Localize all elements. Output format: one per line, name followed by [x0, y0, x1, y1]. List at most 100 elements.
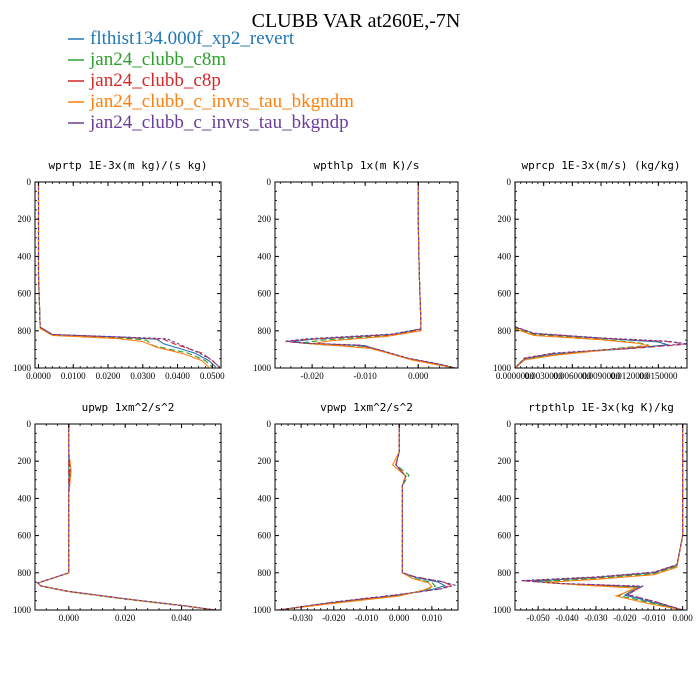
series-line	[285, 182, 456, 368]
plot-frame	[274, 423, 459, 611]
series-group	[515, 182, 687, 368]
x-tick-label: 0.0100	[61, 371, 86, 381]
y-tick-label: 400	[18, 251, 32, 261]
y-tick-label: 800	[18, 326, 32, 336]
panel-title: wpthlp 1x(m K)/s	[314, 159, 420, 172]
chart-panel: upwp 1xm^2/s^2 0 200 400 600 800 1000 0.000 0.02…	[13, 401, 222, 623]
series-line	[285, 182, 456, 368]
panel-title: rtpthlp 1E-3x(kg K)/kg	[528, 401, 674, 414]
y-tick-label: 200	[18, 214, 32, 224]
y-tick-label: 600	[498, 531, 512, 541]
y-tick-label: 400	[498, 251, 512, 261]
series-line	[278, 424, 457, 610]
series-line	[515, 182, 649, 368]
y-tick-label: 1000	[493, 605, 512, 615]
x-tick-label: 0.0000	[26, 371, 51, 381]
series-line	[36, 424, 216, 610]
x-tick-label: -0.040	[555, 613, 579, 623]
x-tick-label: -0.030	[290, 613, 314, 623]
plot-frame	[34, 423, 222, 611]
x-tick-label: 0.0060000	[553, 371, 592, 381]
series-line	[301, 182, 456, 368]
series-line	[515, 182, 687, 368]
chart-panel: vpwp 1xm^2/s^2 0 200 400 600 800 1000 -0.030 -0.…	[253, 401, 459, 623]
x-tick-label: 0.0150000	[639, 371, 678, 381]
y-tick-label: 0	[27, 177, 32, 187]
legend-label: jan24_clubb_c_invrs_tau_bkgndm	[89, 91, 354, 112]
x-tick-label: 0.0090000	[582, 371, 621, 381]
x-tick-label: -0.020	[613, 613, 637, 623]
y-tick-label: 600	[258, 289, 272, 299]
y-tick-label: 600	[498, 289, 512, 299]
x-tick-label: -0.050	[527, 613, 551, 623]
x-tick-label: 0.000	[673, 613, 694, 623]
x-tick-label: 0.0120000	[611, 371, 650, 381]
panel-title: wprcp 1E-3x(m/s) (kg/kg)	[522, 159, 681, 172]
series-line	[278, 424, 437, 610]
x-tick-label: -0.010	[355, 613, 379, 623]
series-group	[37, 182, 220, 368]
y-tick-label: 800	[498, 326, 512, 336]
series-line	[36, 424, 216, 610]
y-tick-label: 200	[498, 456, 512, 466]
legend-label: jan24_clubb_c8p	[89, 70, 221, 91]
panel-title: vpwp 1xm^2/s^2	[320, 401, 413, 414]
x-tick-label: 0.0500	[200, 371, 225, 381]
chart-panel: wprcp 1E-3x(m/s) (kg/kg) 0 200 400 600 800 100…	[493, 159, 688, 381]
series-line	[538, 424, 684, 610]
x-tick-label: 0.0300	[130, 371, 155, 381]
y-tick-label: 800	[258, 568, 272, 578]
y-tick-label: 400	[498, 493, 512, 503]
y-tick-label: 600	[18, 289, 32, 299]
y-tick-label: 600	[18, 531, 32, 541]
y-tick-label: 800	[18, 568, 32, 578]
series-line	[520, 424, 684, 610]
series-line	[278, 424, 447, 610]
series-group	[36, 424, 216, 610]
series-line	[37, 182, 210, 368]
panels: wprtp 1E-3x(m kg)/(s kg) 0 200 400 600 800 100…	[13, 159, 693, 623]
y-tick-label: 0	[267, 177, 272, 187]
series-line	[36, 424, 216, 610]
y-tick-label: 1000	[253, 605, 272, 615]
x-tick-label: 0.0200	[96, 371, 121, 381]
y-tick-label: 1000	[493, 363, 512, 373]
panel-title: upwp 1xm^2/s^2	[82, 401, 175, 414]
series-line	[278, 424, 433, 610]
x-tick-label: 0.000	[59, 613, 80, 623]
legend-label: jan24_clubb_c8m	[89, 49, 226, 70]
y-tick-label: 200	[498, 214, 512, 224]
legend-label: flthist134.000f_xp2_revert	[90, 28, 295, 49]
x-tick-label: 0.040	[171, 613, 192, 623]
y-tick-label: 200	[258, 456, 272, 466]
chart-panel: wprtp 1E-3x(m kg)/(s kg) 0 200 400 600 800 100…	[13, 159, 225, 381]
x-tick-label: 0.000	[408, 371, 429, 381]
series-group	[278, 424, 457, 610]
y-tick-label: 400	[18, 493, 32, 503]
y-tick-label: 0	[507, 177, 512, 187]
y-tick-label: 800	[258, 326, 272, 336]
series-line	[543, 424, 684, 610]
figure-title: CLUBB VAR at260E,-7N	[252, 10, 461, 32]
panel-title: wprtp 1E-3x(m kg)/(s kg)	[49, 159, 208, 172]
y-tick-label: 0	[507, 419, 512, 429]
series-line	[290, 182, 456, 368]
y-tick-label: 200	[258, 214, 272, 224]
series-line	[37, 182, 220, 368]
series-group	[520, 424, 684, 610]
x-tick-label: 0.000	[389, 613, 410, 623]
y-tick-label: 0	[267, 419, 272, 429]
y-tick-label: 1000	[13, 363, 32, 373]
series-line	[312, 182, 456, 368]
x-tick-label: -0.020	[301, 371, 325, 381]
chart-panel: rtpthlp 1E-3x(kg K)/kg 0 200 400 600 800 1000 -…	[493, 401, 693, 623]
series-line	[37, 182, 220, 368]
x-tick-label: -0.010	[642, 613, 666, 623]
y-tick-label: 400	[258, 493, 272, 503]
chart-panel: wpthlp 1x(m K)/s 0 200 400 600 800 1000 -0.020 -…	[253, 159, 459, 381]
series-line	[36, 424, 216, 610]
y-tick-label: 1000	[13, 605, 32, 615]
x-tick-label: -0.030	[584, 613, 608, 623]
series-line	[515, 182, 687, 368]
